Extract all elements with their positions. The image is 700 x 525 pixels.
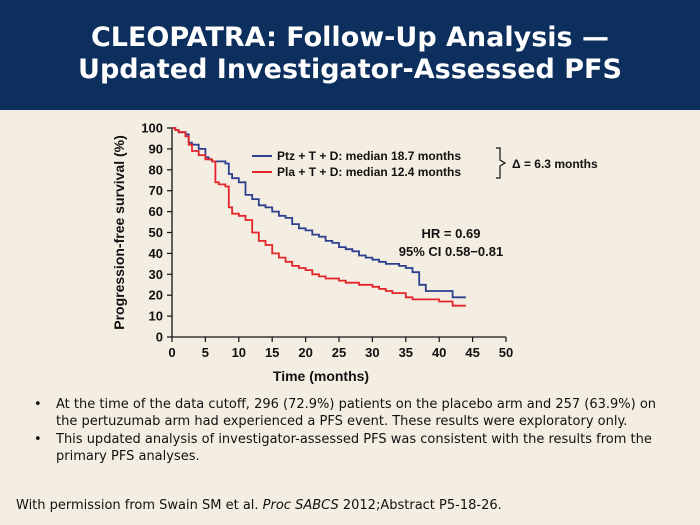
y-tick-label: 40 [149, 246, 163, 261]
bullet-list: • At the time of the data cutoff, 296 (72… [30, 396, 670, 466]
legend-brace [496, 147, 507, 179]
x-tick-label: 25 [332, 345, 346, 360]
bullet-text: This updated analysis of investigator-as… [56, 432, 652, 464]
x-tick-label: 30 [365, 345, 379, 360]
slide-title: CLEOPATRA: Follow-Up Analysis — Updated … [0, 22, 700, 86]
series-lines [172, 127, 466, 307]
ptz-series-line [172, 127, 466, 299]
y-tick-label: 50 [149, 225, 163, 240]
pla-series-line [172, 127, 466, 307]
title-line-1: CLEOPATRA: Follow-Up Analysis — [90, 22, 610, 53]
bullet-item: • This updated analysis of investigator-a… [30, 431, 670, 465]
x-tick-label: 20 [298, 345, 312, 360]
hr-annotation: HR = 0.69 [422, 226, 481, 241]
x-ticks: 0 5 10 15 20 25 30 35 40 45 50 [168, 337, 513, 360]
y-tick-label: 90 [149, 141, 163, 156]
y-tick-label: 80 [149, 162, 163, 177]
x-tick-label: 35 [399, 345, 413, 360]
bullet-item: • At the time of the data cutoff, 296 (72… [30, 396, 670, 430]
x-tick-label: 40 [432, 345, 446, 360]
citation-journal: Proc SABCS [262, 498, 339, 513]
legend: Ptz + T + D: median 18.7 months Pla + T … [252, 147, 598, 179]
y-tick-label: 0 [156, 330, 163, 345]
y-tick-label: 60 [149, 204, 163, 219]
title-bar: CLEOPATRA: Follow-Up Analysis — Updated … [0, 0, 700, 110]
ci-annotation: 95% CI 0.58−0.81 [399, 244, 503, 259]
x-tick-label: 15 [265, 345, 279, 360]
x-tick-label: 10 [232, 345, 246, 360]
x-tick-label: 0 [168, 345, 175, 360]
y-axis-label: Progression-free survival (%) [111, 135, 127, 330]
x-axis-label: Time (months) [273, 368, 369, 384]
y-tick-label: 10 [149, 309, 163, 324]
y-tick-label: 100 [141, 121, 163, 136]
y-tick-label: 70 [149, 183, 163, 198]
bullet-dot: • [34, 397, 42, 412]
delta-annotation: Δ = 6.3 months [512, 157, 598, 171]
x-tick-label: 5 [202, 345, 209, 360]
citation-suffix: 2012;Abstract P5-18-26. [338, 498, 502, 513]
y-tick-label: 20 [149, 288, 163, 303]
x-tick-label: 50 [499, 345, 513, 360]
legend-label-ptz: Ptz + T + D: median 18.7 months [277, 149, 461, 163]
bullet-text: At the time of the data cutoff, 296 (72.… [56, 397, 657, 429]
y-tick-label: 30 [149, 267, 163, 282]
bullet-dot: • [34, 432, 42, 447]
title-line-2: Updated Investigator-Assessed PFS [78, 54, 622, 85]
citation-prefix: With permission from Swain SM et al. [16, 498, 263, 513]
pfs-chart: 0 10 20 30 40 50 60 70 80 90 100 0 5 10 15 20 25 30 35 40 4… [111, 121, 598, 385]
legend-label-pla: Pla + T + D: median 12.4 months [277, 165, 461, 179]
y-ticks: 0 10 20 30 40 50 60 70 80 90 100 [141, 121, 172, 345]
x-tick-label: 45 [465, 345, 479, 360]
citation: With permission from Swain SM et al. Pro… [16, 498, 502, 513]
